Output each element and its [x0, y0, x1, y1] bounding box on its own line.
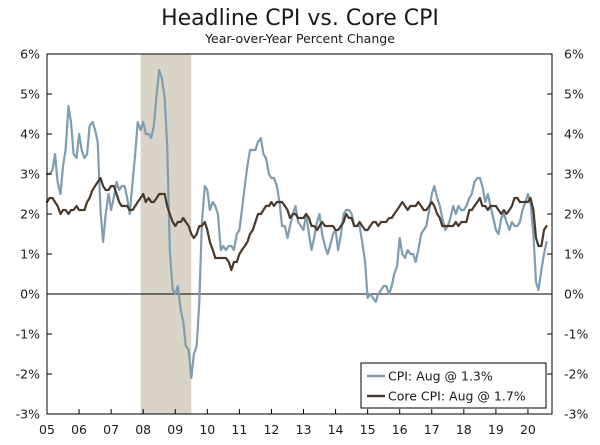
x-tick-label: 10 — [199, 422, 215, 437]
chart-subtitle: Year-over-Year Percent Change — [204, 31, 395, 46]
y-tick-label-right: 1% — [564, 247, 584, 262]
x-tick-label: 09 — [167, 422, 183, 437]
x-tick-label: 13 — [296, 422, 312, 437]
recession-layer — [47, 54, 552, 414]
y-tick-label-right: 3% — [564, 167, 584, 182]
y-tick-label-right: -2% — [564, 367, 588, 382]
x-tick-label: 07 — [103, 422, 119, 437]
y-tick-label-left: 5% — [20, 87, 40, 102]
x-tick-label: 12 — [263, 422, 279, 437]
y-tick-label-right: 4% — [564, 127, 584, 142]
y-tick-label-right: -1% — [564, 327, 588, 342]
legend-box — [360, 362, 547, 409]
x-tick-label: 11 — [231, 422, 247, 437]
plot-frame — [46, 53, 553, 415]
legend: CPI: Aug @ 1.3% Core CPI: Aug @ 1.7% — [360, 362, 547, 409]
x-tick-label: 18 — [456, 422, 472, 437]
series-layer — [45, 68, 548, 380]
x-tick-label: 17 — [424, 422, 440, 437]
y-tick-label-left: 2% — [20, 207, 40, 222]
legend-label-cpi: CPI: Aug @ 1.3% — [388, 369, 493, 384]
y-tick-label-left: 1% — [20, 247, 40, 262]
y-tick-label-left: -3% — [16, 407, 40, 422]
y-tick-label-left: 0% — [20, 287, 40, 302]
x-tick-label: 08 — [135, 422, 151, 437]
x-tick-label: 14 — [328, 422, 344, 437]
axis-layer — [46, 53, 553, 415]
y-tick-label-right: 6% — [564, 47, 584, 62]
y-tick-label-left: -1% — [16, 327, 40, 342]
y-tick-label-left: -2% — [16, 367, 40, 382]
y-tick-label-right: -3% — [564, 407, 588, 422]
chart-title: Headline CPI vs. Core CPI — [161, 6, 439, 31]
x-tick-label: 05 — [39, 422, 55, 437]
y-tick-label-left: 6% — [20, 47, 40, 62]
cpi-series-line — [45, 68, 548, 380]
legend-label-core-cpi: Core CPI: Aug @ 1.7% — [388, 389, 526, 404]
y-tick-label-right: 0% — [564, 287, 584, 302]
x-tick-label: 20 — [520, 422, 536, 437]
x-tick-label: 19 — [488, 422, 504, 437]
y-tick-label-right: 5% — [564, 87, 584, 102]
x-tick-label: 15 — [360, 422, 376, 437]
y-tick-label-left: 4% — [20, 127, 40, 142]
core-cpi-series-line — [45, 176, 548, 272]
y-tick-label-right: 2% — [564, 207, 584, 222]
x-tick-label: 06 — [71, 422, 87, 437]
tick-layer: 6% 6% 5% 5% 4% 4% 3% 3% 2% 2% 1% 1% 0% 0% -1% -1% -2% -2%… — [16, 47, 589, 438]
x-tick-label: 16 — [392, 422, 408, 437]
y-tick-label-left: 3% — [20, 167, 40, 182]
